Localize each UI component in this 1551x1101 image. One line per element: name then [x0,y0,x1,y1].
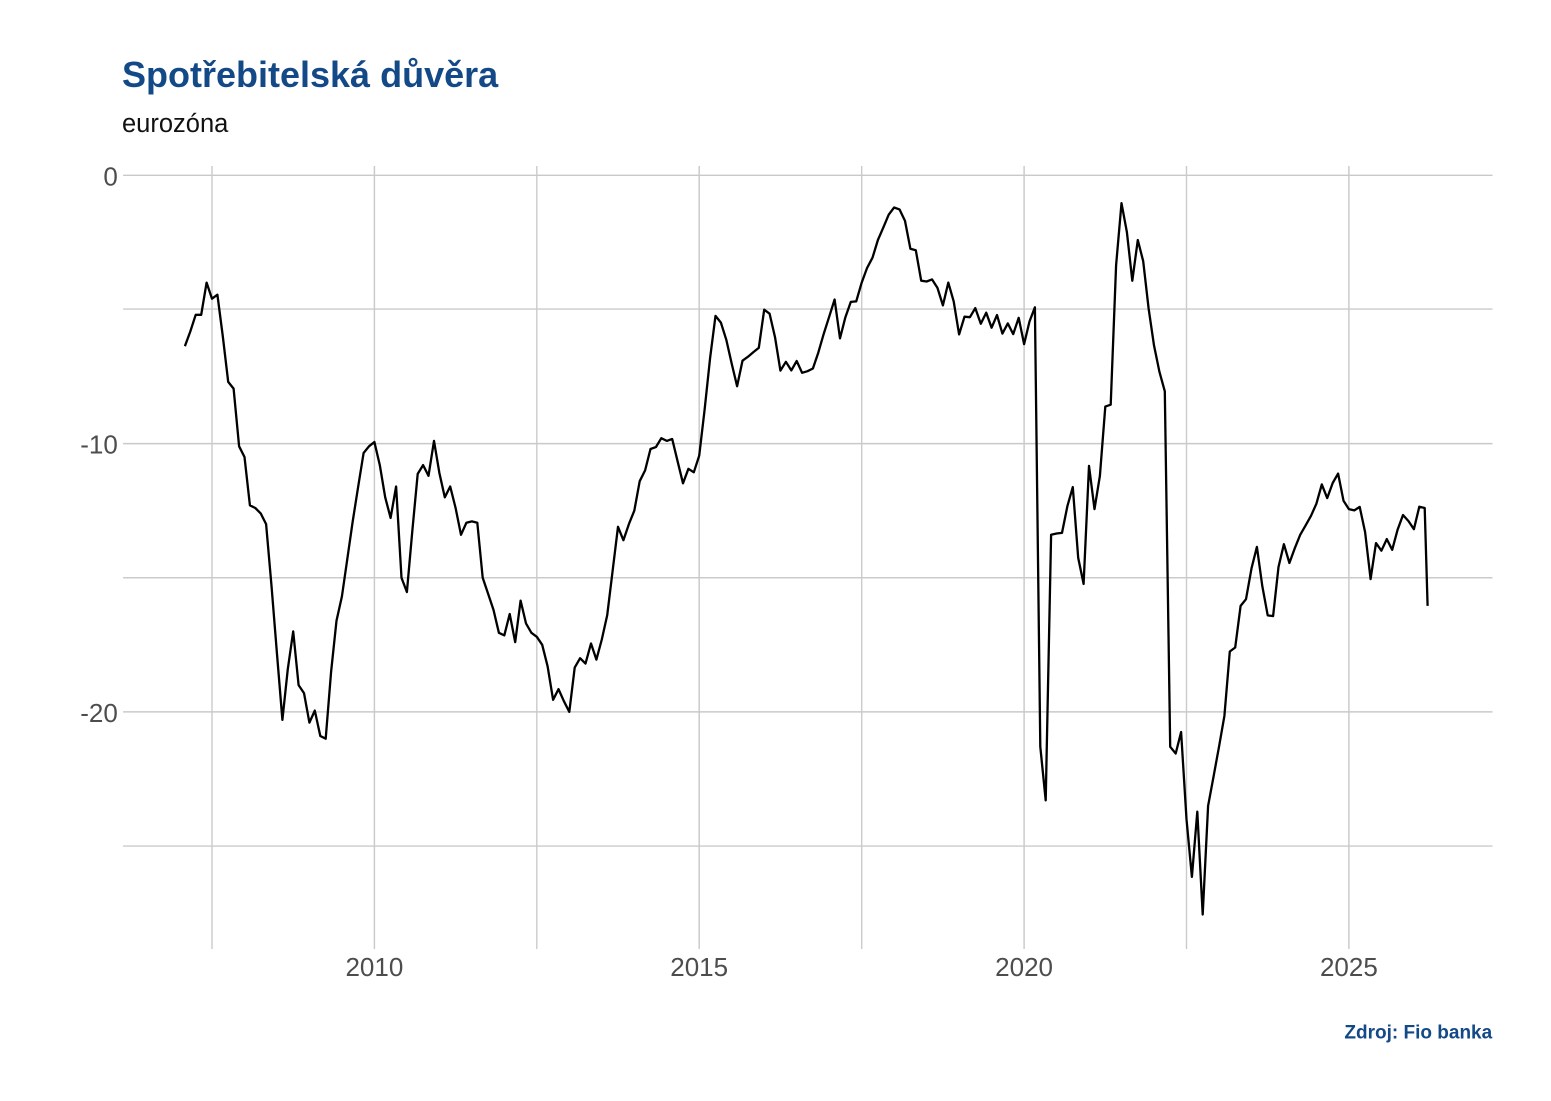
svg-text:-20: -20 [80,698,118,728]
svg-text:2015: 2015 [670,952,728,982]
svg-text:-10: -10 [80,430,118,460]
svg-text:eurozóna: eurozóna [122,110,229,138]
svg-text:2020: 2020 [995,952,1053,982]
svg-text:Zdroj: Fio banka: Zdroj: Fio banka [1344,1022,1492,1043]
svg-text:0: 0 [103,161,117,191]
svg-text:2025: 2025 [1320,952,1378,982]
svg-text:2010: 2010 [345,952,403,982]
svg-text:Spotřebitelská důvěra: Spotřebitelská důvěra [122,54,499,95]
